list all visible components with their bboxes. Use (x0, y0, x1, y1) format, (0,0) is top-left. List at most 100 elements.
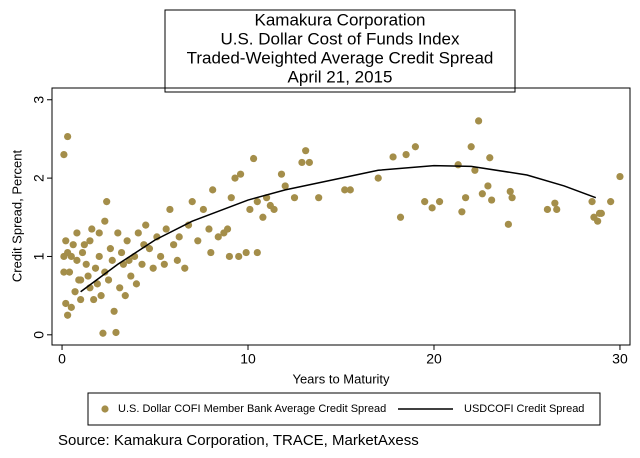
y-axis-label: Credit Spread, Percent (9, 149, 24, 282)
data-point (64, 311, 72, 319)
data-point (594, 217, 602, 225)
data-point (103, 198, 111, 206)
y-tick-label: 1 (31, 252, 47, 260)
fit-line (80, 164, 597, 293)
data-point (225, 252, 234, 261)
data-point (551, 199, 559, 207)
title-box (164, 9, 516, 93)
x-tick-label: 10 (240, 351, 256, 367)
data-point (305, 158, 313, 167)
x-tick-label: 30 (612, 351, 628, 367)
data-point (106, 245, 114, 253)
data-point (116, 284, 124, 292)
data-point (597, 209, 605, 217)
chart-title: April 21, 2015 (288, 67, 393, 86)
y-tick-label: 3 (31, 96, 47, 104)
data-point (67, 303, 75, 311)
data-point (95, 229, 103, 237)
data-point (108, 256, 116, 264)
data-point (82, 260, 90, 268)
data-point (181, 264, 189, 272)
data-point (80, 241, 88, 249)
data-point (114, 229, 122, 237)
data-point (157, 252, 165, 261)
data-point (508, 194, 516, 202)
data-point (223, 225, 232, 233)
data-point (117, 248, 126, 257)
data-point (123, 237, 131, 245)
data-point (104, 276, 113, 284)
data-point (145, 245, 154, 253)
data-point (290, 194, 299, 202)
data-point (231, 174, 239, 182)
data-point (77, 276, 85, 284)
data-point (454, 161, 462, 169)
data-point (142, 221, 150, 229)
data-point (484, 182, 492, 190)
data-point (266, 201, 274, 210)
data-point (60, 268, 68, 276)
data-point (97, 292, 105, 300)
chart-title: Traded-Weighted Average Credit Spread (187, 48, 494, 67)
legend-label: U.S. Dollar COFI Member Bank Average Cre… (118, 403, 386, 415)
x-tick-label: 20 (426, 351, 442, 367)
data-point (341, 186, 349, 194)
data-point (214, 233, 222, 241)
data-point (73, 256, 81, 264)
data-point (60, 151, 68, 159)
data-point (91, 264, 100, 272)
data-point (112, 328, 120, 337)
data-point (315, 194, 323, 202)
data-point (488, 196, 496, 204)
data-point (209, 186, 217, 194)
data-point (62, 237, 70, 245)
data-point (95, 252, 103, 261)
data-point (69, 241, 77, 249)
data-point (249, 154, 258, 163)
data-point (374, 174, 382, 182)
source-note: Source: Kamakura Corporation, TRACE, Mar… (58, 432, 419, 449)
data-point (194, 237, 202, 245)
data-point (259, 213, 267, 221)
data-point (588, 198, 596, 206)
data-point (253, 198, 261, 206)
data-point (134, 229, 142, 237)
data-point (110, 307, 118, 315)
data-point (277, 170, 286, 178)
data-point (93, 280, 101, 288)
data-point (506, 187, 514, 196)
data-point (73, 229, 81, 237)
data-point (207, 248, 215, 257)
x-tick-label: 0 (58, 351, 66, 367)
data-point (101, 217, 109, 225)
data-point (486, 154, 494, 162)
data-point (138, 260, 146, 268)
data-point (281, 182, 289, 190)
data-point (616, 172, 624, 181)
data-point (458, 208, 466, 216)
legend-label: USDCOFI Credit Spread (464, 403, 584, 415)
chart-title: Kamakura Corporation (254, 10, 425, 29)
data-point (160, 260, 168, 268)
data-point (149, 264, 157, 272)
data-point (478, 190, 486, 198)
data-point (411, 143, 419, 151)
data-point (132, 280, 141, 288)
data-point (242, 248, 250, 257)
data-point (65, 268, 74, 276)
data-point (435, 198, 444, 206)
plot-frame (51, 87, 631, 346)
data-point (88, 225, 96, 233)
data-point (236, 170, 245, 178)
data-point (101, 268, 109, 276)
x-axis-label: Years to Maturity (292, 371, 390, 386)
data-point (475, 117, 483, 125)
data-point (90, 295, 98, 304)
data-point (504, 220, 512, 228)
data-point (188, 198, 196, 206)
data-point (298, 158, 306, 167)
data-point (127, 272, 135, 280)
data-point (607, 198, 615, 206)
data-point (170, 241, 178, 249)
